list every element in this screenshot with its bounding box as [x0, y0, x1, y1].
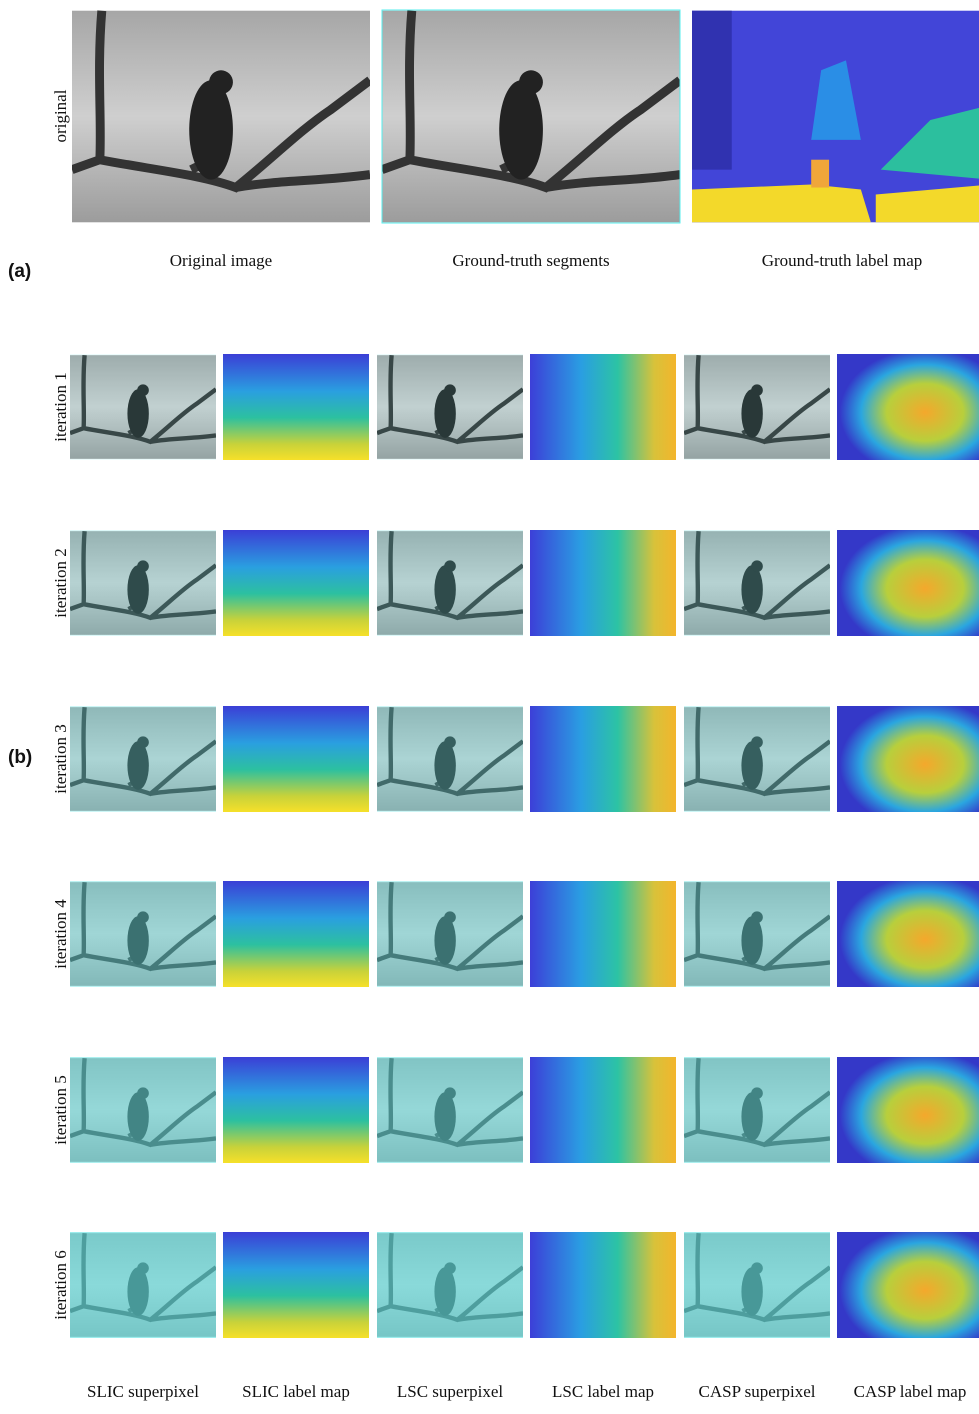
label-map [223, 354, 369, 460]
caption: Original image [170, 251, 272, 270]
label-map [223, 881, 369, 987]
label-map [837, 881, 979, 987]
superpixel-overlay [70, 1232, 216, 1338]
row-label: iteration 1 [51, 372, 70, 441]
image [72, 11, 370, 223]
row-label: iteration 4 [51, 899, 70, 969]
superpixel-overlay [377, 1232, 523, 1338]
superpixel-overlay [684, 881, 830, 987]
caption: LSC superpixel [397, 1382, 504, 1401]
label-map [837, 706, 979, 812]
label-map [530, 706, 676, 812]
label-map [837, 1232, 979, 1338]
superpixel-overlay [70, 706, 216, 812]
row-label: iteration 5 [51, 1075, 70, 1144]
row-label: original [51, 89, 70, 142]
row-label: iteration 3 [51, 724, 70, 793]
caption: CASP label map [854, 1382, 967, 1401]
superpixel-overlay [377, 354, 523, 460]
superpixel-overlay [377, 1057, 523, 1163]
image [382, 11, 680, 223]
superpixel-overlay [377, 530, 523, 636]
superpixel-overlay [70, 1057, 216, 1163]
panel-label: (b) [8, 747, 32, 768]
caption: Ground-truth label map [762, 251, 923, 270]
label-map [530, 354, 676, 460]
superpixel-overlay [377, 706, 523, 812]
figure: (a) (b) original Original image Ground-t… [0, 0, 979, 1414]
superpixel-overlay [684, 530, 830, 636]
label-map [223, 530, 369, 636]
caption: LSC label map [552, 1382, 654, 1401]
caption: SLIC superpixel [87, 1382, 199, 1401]
superpixel-overlay [70, 881, 216, 987]
label-map [223, 1057, 369, 1163]
superpixel-overlay [684, 1057, 830, 1163]
superpixel-overlay [70, 354, 216, 460]
label-map [837, 1057, 979, 1163]
caption: Ground-truth segments [452, 251, 609, 270]
label-map [530, 1057, 676, 1163]
label-map [223, 706, 369, 812]
caption: SLIC label map [242, 1382, 350, 1401]
row-label: iteration 2 [51, 548, 70, 617]
label-map [837, 354, 979, 460]
label-map [530, 1232, 676, 1338]
superpixel-overlay [684, 1232, 830, 1338]
superpixel-overlay [377, 881, 523, 987]
panel-label: (a) [8, 261, 31, 282]
label-map [837, 530, 979, 636]
superpixel-overlay [684, 354, 830, 460]
label-map [223, 1232, 369, 1338]
label-map [530, 881, 676, 987]
superpixel-overlay [684, 706, 830, 812]
label-map [530, 530, 676, 636]
caption: CASP superpixel [699, 1382, 816, 1401]
row-label: iteration 6 [51, 1250, 70, 1319]
superpixel-overlay [70, 530, 216, 636]
image [692, 11, 979, 223]
